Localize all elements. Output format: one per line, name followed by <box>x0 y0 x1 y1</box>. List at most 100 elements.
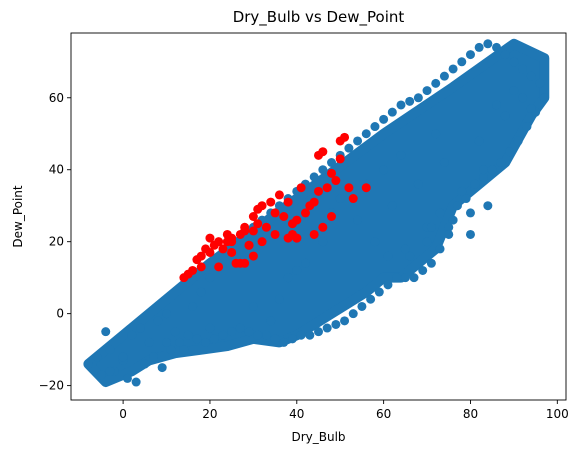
scatter-point <box>201 337 211 347</box>
scatter-point <box>270 334 280 344</box>
scatter-point <box>218 330 228 340</box>
scatter-point <box>135 323 145 333</box>
highlighted-point <box>261 222 271 232</box>
scatter-point <box>266 316 276 326</box>
highlighted-point <box>214 237 224 247</box>
highlighted-point <box>318 147 328 157</box>
highlighted-point <box>248 251 258 261</box>
scatter-point <box>387 201 397 211</box>
scatter-point <box>253 330 263 340</box>
scatter-point <box>348 309 358 319</box>
scatter-point <box>105 366 115 376</box>
scatter-point <box>340 316 350 326</box>
plot-frame <box>70 32 567 401</box>
scatter-point <box>457 186 467 196</box>
scatter-point <box>526 104 536 114</box>
scatter-point <box>461 194 471 204</box>
scatter-point <box>166 345 176 355</box>
scatter-point <box>448 64 458 74</box>
scatter-point <box>96 370 106 380</box>
scatter-point <box>183 330 193 340</box>
highlighted-points <box>179 132 371 283</box>
scatter-point <box>392 273 402 283</box>
scatter-point <box>400 244 410 254</box>
scatter-point <box>370 237 380 247</box>
scatter-point <box>509 86 519 96</box>
scatter-point <box>118 352 128 362</box>
highlighted-point <box>188 265 198 275</box>
scatter-point <box>379 114 389 124</box>
scatter-point <box>509 57 519 67</box>
y-tick-label: 60 <box>49 91 64 105</box>
scatter-point <box>513 136 523 146</box>
chart-title: Dry_Bulb vs Dew_Point <box>233 8 405 27</box>
scatter-point <box>131 377 141 387</box>
highlighted-point <box>292 215 302 225</box>
x-tick-label: 0 <box>119 407 127 421</box>
scatter-point <box>314 327 323 337</box>
scatter-point <box>205 323 215 333</box>
scatter-point <box>500 111 510 121</box>
scatter-point <box>274 201 284 211</box>
highlighted-point <box>227 247 237 257</box>
scatter-point <box>474 42 484 52</box>
scatter-point <box>101 327 111 337</box>
highlighted-point <box>335 154 345 164</box>
y-axis-ticks: −20 0 20 40 60 <box>39 91 71 393</box>
scatter-point <box>439 158 449 168</box>
scatter-point <box>300 258 310 268</box>
scatter-point <box>344 143 354 153</box>
scatter-point <box>318 165 328 175</box>
scatter-point <box>457 57 467 67</box>
scatter-point <box>413 93 423 103</box>
scatter-point <box>479 172 488 182</box>
highlighted-point <box>253 219 263 229</box>
scatter-point <box>435 208 445 218</box>
scatter-point <box>535 78 545 88</box>
scatter-point <box>361 129 371 139</box>
scatter-point <box>439 71 449 81</box>
scatter-point <box>379 165 389 175</box>
highlighted-point <box>235 258 245 268</box>
scatter-point <box>444 229 454 239</box>
scatter-point <box>500 50 510 60</box>
scatter-point <box>474 136 484 146</box>
scatter-point <box>452 201 462 211</box>
scatter-point <box>227 327 237 337</box>
highlighted-point <box>327 168 337 178</box>
highlighted-point <box>292 233 302 243</box>
scatter-point <box>327 158 337 168</box>
highlighted-point <box>361 183 371 193</box>
scatter-point <box>353 136 363 146</box>
scatter-point <box>162 337 172 347</box>
scatter-point <box>170 327 180 337</box>
scatter-point <box>192 334 202 344</box>
y-tick-label: 20 <box>49 235 64 249</box>
scatter-point <box>496 158 506 168</box>
x-tick-label: 20 <box>202 407 217 421</box>
scatter-point <box>435 244 445 254</box>
x-tick-label: 80 <box>463 407 478 421</box>
scatter-point <box>505 147 515 157</box>
scatter-point <box>479 165 488 175</box>
y-tick-label: 40 <box>49 163 64 177</box>
scatter-point <box>526 71 536 81</box>
scatter-point <box>105 345 115 355</box>
highlighted-point <box>214 262 224 272</box>
y-axis-label: Dew_Point <box>11 185 25 248</box>
scatter-point <box>422 237 432 247</box>
scatter-point <box>426 222 436 232</box>
scatter-point <box>396 150 406 160</box>
highlighted-point <box>340 132 350 142</box>
scatter-point <box>287 334 297 344</box>
scatter-point <box>157 363 167 373</box>
scatter-point <box>235 323 245 333</box>
scatter-point <box>396 100 406 110</box>
scatter-point <box>422 86 432 96</box>
scatter-point <box>175 337 185 347</box>
highlighted-point <box>257 201 267 211</box>
x-tick-label: 40 <box>289 407 304 421</box>
scatter-point <box>322 323 332 333</box>
scatter-point <box>162 309 172 319</box>
highlighted-point <box>283 197 293 207</box>
